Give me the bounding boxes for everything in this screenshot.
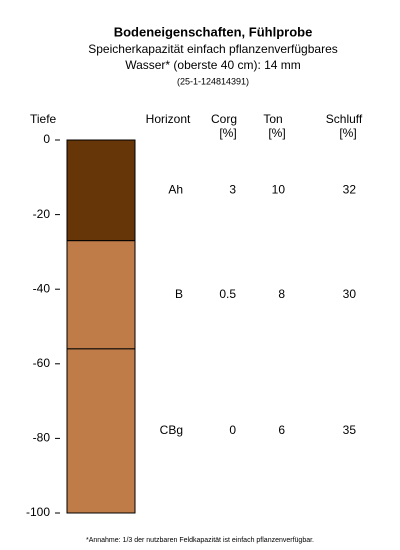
- column-unit: [%]: [339, 126, 356, 140]
- value-label: 6: [278, 423, 285, 437]
- sample-id: (25-1-124814391): [177, 76, 249, 86]
- value-label: 0: [229, 423, 236, 437]
- column-header: Ton: [263, 112, 282, 126]
- horizon-layer: [66, 139, 136, 242]
- y-tick-label: -80: [33, 431, 51, 445]
- horizon-label: B: [175, 287, 183, 301]
- value-label: 3: [229, 183, 236, 197]
- horizon-label: Ah: [168, 183, 183, 197]
- y-tick-label: -100: [26, 505, 50, 519]
- subtitle: Wasser* (oberste 40 cm): 14 mm: [125, 58, 301, 72]
- y-tick-label: 0: [43, 132, 50, 146]
- value-label: 30: [343, 287, 357, 301]
- horizon-label: CBg: [160, 423, 183, 437]
- column-unit: [%]: [219, 126, 236, 140]
- y-tick-label: -40: [33, 281, 51, 295]
- value-label: 35: [343, 423, 357, 437]
- subtitle: Speicherkapazität einfach pflanzenverfüg…: [88, 42, 338, 56]
- value-label: 0.5: [219, 287, 236, 301]
- value-label: 10: [272, 183, 286, 197]
- y-tick-label: -60: [33, 356, 51, 370]
- value-label: 8: [278, 287, 285, 301]
- value-label: 32: [343, 183, 357, 197]
- y-axis-label: Tiefe: [30, 112, 57, 126]
- chart-title: Bodeneigenschaften, Fühlprobe: [114, 24, 313, 39]
- column-unit: [%]: [268, 126, 285, 140]
- horizon-layer: [66, 240, 136, 350]
- footnote: *Annahme: 1/3 der nutzbaren Feldkapazitä…: [86, 537, 314, 544]
- column-header: Corg: [211, 112, 237, 126]
- column-header: Schluff: [326, 112, 363, 126]
- horizon-layer: [66, 348, 136, 514]
- column-header: Horizont: [146, 112, 191, 126]
- y-tick-label: -20: [33, 207, 51, 221]
